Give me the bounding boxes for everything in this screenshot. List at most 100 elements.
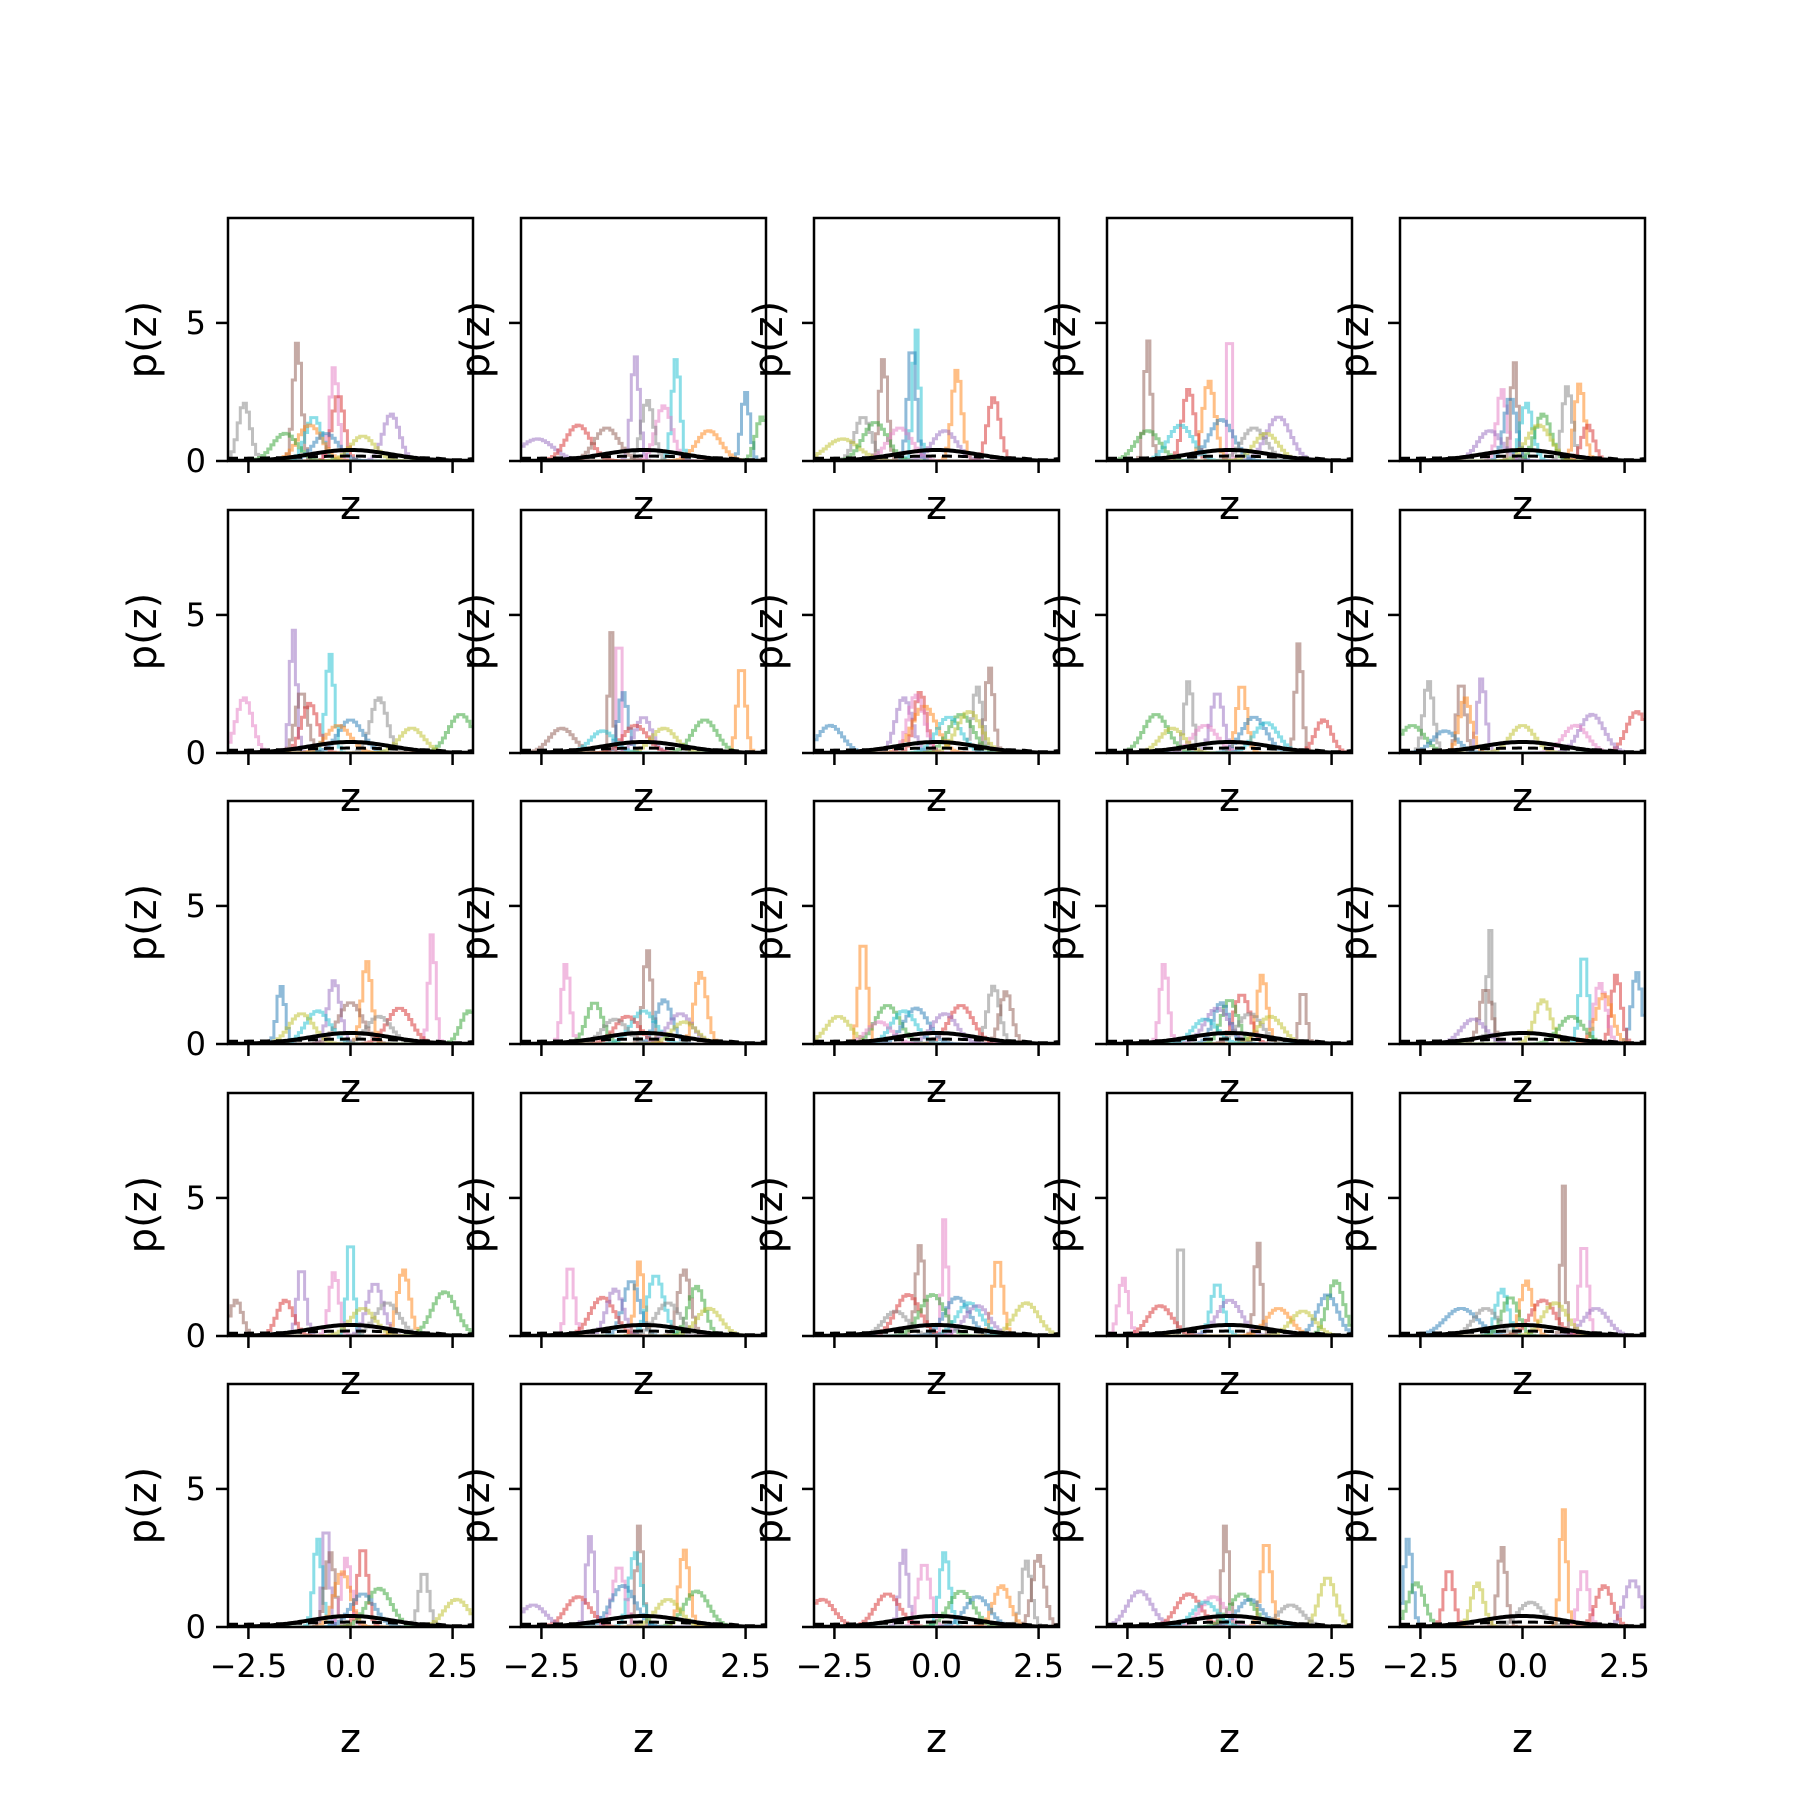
posterior-histogram-10 [228,434,473,461]
posterior-histogram-5 [1107,718,1352,753]
subplot-r0-c1: z p(z) [453,216,768,529]
aggregate-posterior-curve [814,454,1059,461]
posterior-histogram-8 [1107,1012,1352,1044]
prior-curve [1400,1323,1645,1336]
prior-curve [1107,1323,1352,1336]
posterior-histogram-7 [814,1006,1059,1044]
subplot-r4-c4: −2.5 0.0 2.5 z p(z) [1332,1382,1650,1762]
y-tick-label: 5 [186,887,206,925]
plot-area [521,1260,766,1336]
x-tick-label: 2.5 [1599,1647,1650,1685]
x-tick-label: 0.0 [325,1647,376,1685]
posterior-histogram-5 [814,1293,1059,1336]
posterior-histogram-9 [228,1597,473,1627]
x-tick-label: 0.0 [911,1647,962,1685]
prior-curve [521,1614,766,1627]
posterior-histogram-7 [521,1014,766,1044]
posterior-histogram-8 [228,1282,473,1336]
subplot-r3-c4: z p(z) [1332,1091,1647,1404]
x-axis-label: z [1512,483,1533,529]
posterior-histogram-3 [1107,1576,1352,1627]
plot-area [1400,361,1645,461]
y-tick-label: 5 [186,1470,206,1508]
y-axis-label: p(z) [1332,1467,1378,1545]
plot-area [228,628,473,753]
posterior-histogram-5 [1400,397,1645,461]
plot-area [814,1218,1059,1336]
posterior-histogram-7 [1107,1006,1352,1044]
axes-frame [1398,216,1647,463]
y-tick-label: 5 [186,304,206,342]
x-axis-label: z [340,775,361,821]
posterior-histogram-2 [521,963,766,1044]
axes-frame [226,216,475,463]
posterior-histogram-4 [521,391,766,461]
x-tick-label: 2.5 [720,1647,771,1685]
posterior-histogram-4 [521,1551,766,1627]
aggregate-posterior-curve [814,1620,1059,1627]
posterior-histogram-8 [521,1584,766,1627]
posterior-histogram-2 [1400,1537,1645,1627]
posterior-histogram-8 [1107,1298,1352,1336]
posterior-histogram-4 [1107,1279,1352,1336]
posterior-histogram-4 [1400,973,1645,1044]
x-tick-label: 2.5 [427,1647,478,1685]
posterior-histogram-6 [1400,1570,1645,1627]
posterior-histogram-4 [1400,1287,1645,1336]
x-axis-label: z [1219,775,1240,821]
x-axis-label: z [633,483,654,529]
aggregate-posterior-curve [814,746,1059,753]
posterior-histogram-1 [814,1559,1059,1627]
x-axis-label: z [340,1716,361,1762]
posterior-histogram-6 [521,404,766,461]
posterior-histogram-6 [1400,1296,1645,1336]
posterior-histogram-5 [814,1563,1059,1627]
aggregate-posterior-curve [814,1329,1059,1336]
posterior-histogram-4 [521,1274,766,1336]
posterior-histogram-9 [521,1301,766,1336]
y-axis-label: p(z) [1039,884,1085,962]
y-tick-label: 0 [186,1608,206,1646]
posterior-histogram-1 [521,646,766,753]
axes-frame [812,799,1061,1046]
aggregate-posterior-curve [1107,1620,1352,1627]
posterior-histogram-8 [1107,418,1352,461]
posterior-histogram-8 [1107,724,1352,753]
aggregate-posterior-curve [228,1037,473,1044]
posterior-histogram-4 [814,1015,1059,1044]
y-tick-label: 0 [186,1317,206,1355]
plot-area [1107,339,1352,461]
posterior-histogram-5 [1400,710,1645,753]
y-axis-label: p(z) [453,593,499,671]
plot-area [521,355,766,461]
aggregate-posterior-curve [1107,1329,1352,1336]
posterior-histogram-2 [814,1244,1059,1336]
prior-curve [1107,448,1352,461]
prior-curve [521,740,766,753]
x-axis-label: z [1512,1066,1533,1112]
posterior-histogram-3 [1400,1279,1645,1336]
subplot-r2-c3: z p(z) [1039,799,1354,1112]
y-axis-label: p(z) [746,593,792,671]
posterior-histogram-9 [814,1012,1059,1044]
y-axis-label: p(z) [453,884,499,962]
posterior-histogram-1 [228,1245,473,1336]
posterior-histogram-8 [228,718,473,753]
x-tick-label: 0.0 [618,1647,669,1685]
y-axis-label: p(z) [1332,1176,1378,1254]
x-tick-label: 2.5 [1306,1647,1357,1685]
subplot-r3-c3: z p(z) [1039,1091,1354,1404]
posterior-histogram-7 [228,1001,473,1044]
posterior-histogram-9 [814,429,1059,461]
plot-area [228,341,473,461]
aggregate-posterior-curve [1400,1037,1645,1044]
posterior-histogram-3 [1107,379,1352,461]
prior-curve [1400,448,1645,461]
x-axis-label: z [633,1716,654,1762]
plot-area [1107,1241,1352,1336]
aggregate-posterior-curve [1400,454,1645,461]
prior-curve [1400,1614,1645,1627]
posterior-histogram-8 [1107,1597,1352,1627]
axes-frame [1105,508,1354,755]
posterior-histogram-6 [228,1556,473,1627]
